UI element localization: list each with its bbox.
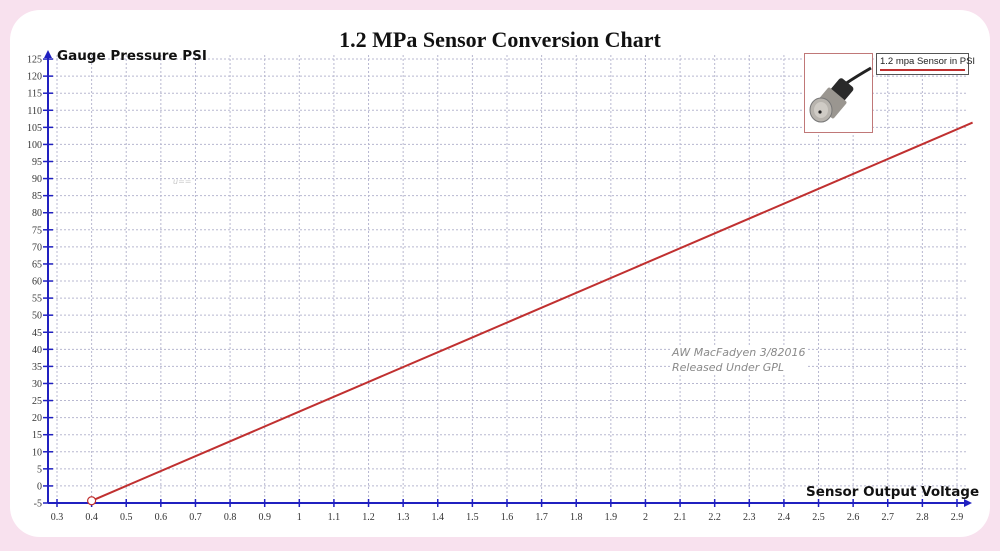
svg-text:0.7: 0.7	[189, 512, 202, 523]
svg-text:125: 125	[27, 55, 42, 66]
svg-text:1.7: 1.7	[535, 512, 548, 523]
credit-author: AW MacFadyen 3/82016	[672, 346, 806, 359]
svg-text:0.5: 0.5	[120, 512, 133, 523]
svg-text:1.4: 1.4	[432, 512, 445, 523]
svg-text:25: 25	[32, 396, 42, 407]
svg-text:65: 65	[32, 259, 42, 270]
svg-text:2.7: 2.7	[882, 512, 895, 523]
svg-text:1.3: 1.3	[397, 512, 410, 523]
svg-text:85: 85	[32, 191, 42, 202]
svg-text:120: 120	[27, 72, 42, 83]
x-axis-label: Sensor Output Voltage	[806, 484, 980, 500]
credit-license: Released Under GPL	[672, 361, 785, 374]
svg-text:35: 35	[32, 362, 42, 373]
svg-text:2.9: 2.9	[951, 512, 964, 523]
y-axis-arrow-icon	[44, 50, 52, 58]
svg-text:2.3: 2.3	[743, 512, 756, 523]
svg-text:1.5: 1.5	[466, 512, 479, 523]
svg-text:70: 70	[32, 242, 42, 253]
svg-text:0.3: 0.3	[51, 512, 64, 523]
svg-text:30: 30	[32, 379, 42, 390]
svg-text:2.2: 2.2	[708, 512, 721, 523]
svg-text:45: 45	[32, 328, 42, 339]
svg-text:20: 20	[32, 413, 42, 424]
svg-text:75: 75	[32, 225, 42, 236]
data-series-line	[91, 121, 973, 502]
svg-text:-5: -5	[34, 499, 42, 510]
svg-text:2.1: 2.1	[674, 512, 687, 523]
svg-text:0.8: 0.8	[224, 512, 237, 523]
faint-mark: u==	[173, 177, 192, 186]
y-axis-label: Gauge Pressure PSI	[57, 48, 207, 64]
svg-text:0: 0	[37, 481, 42, 492]
svg-text:110: 110	[27, 106, 42, 117]
svg-text:115: 115	[27, 89, 42, 100]
svg-text:0.4: 0.4	[85, 512, 98, 523]
chart-legend: 1.2 mpa Sensor in PSI	[876, 53, 975, 75]
svg-text:60: 60	[32, 277, 42, 288]
axis-ticks: 0.3 0.4 0.5 0.6 0.7 0.8 0.9 1 1.1 1.2 1.3 1.4 1.5 1.6…	[27, 55, 963, 523]
start-point-marker	[87, 496, 97, 506]
svg-text:2.4: 2.4	[778, 512, 791, 523]
svg-text:1.9: 1.9	[605, 512, 618, 523]
svg-text:1.6: 1.6	[501, 512, 514, 523]
svg-text:95: 95	[32, 157, 42, 168]
svg-text:1.2: 1.2	[362, 512, 375, 523]
x-axis-arrow-icon	[964, 499, 972, 507]
svg-text:1.1: 1.1	[328, 512, 341, 523]
svg-text:2.8: 2.8	[916, 512, 929, 523]
svg-text:0.6: 0.6	[155, 512, 168, 523]
sensor-photo	[804, 53, 873, 133]
legend-swatch	[880, 69, 965, 71]
svg-text:10: 10	[32, 447, 42, 458]
svg-text:100: 100	[27, 140, 42, 151]
svg-text:90: 90	[32, 174, 42, 185]
svg-text:105: 105	[27, 123, 42, 134]
svg-text:5: 5	[37, 464, 42, 475]
svg-text:1: 1	[297, 512, 302, 523]
legend-label: 1.2 mpa Sensor in PSI	[880, 56, 976, 67]
svg-text:80: 80	[32, 208, 42, 219]
pressure-sensor-icon	[809, 66, 872, 123]
chart-title: 1.2 MPa Sensor Conversion Chart	[339, 27, 661, 52]
svg-text:2.6: 2.6	[847, 512, 860, 523]
svg-text:2.5: 2.5	[812, 512, 825, 523]
svg-text:2: 2	[643, 512, 648, 523]
svg-text:15: 15	[32, 430, 42, 441]
svg-text:50: 50	[32, 311, 42, 322]
svg-text:1.8: 1.8	[570, 512, 583, 523]
svg-text:40: 40	[32, 345, 42, 356]
svg-text:0.9: 0.9	[258, 512, 271, 523]
credit-note: AW MacFadyen 3/82016 Released Under GPL	[670, 345, 808, 375]
svg-text:55: 55	[32, 294, 42, 305]
